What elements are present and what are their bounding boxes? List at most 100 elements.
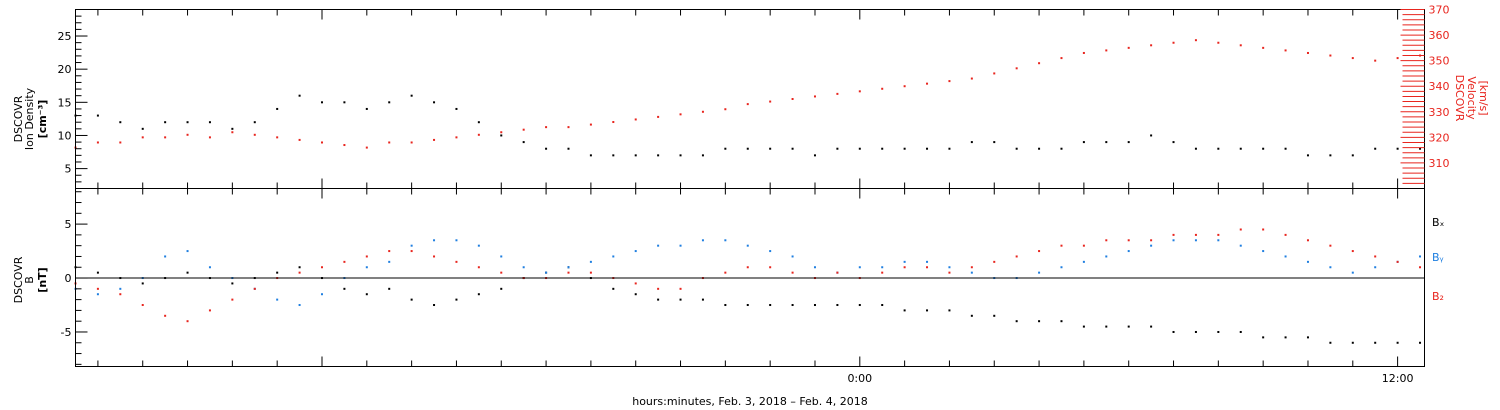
bottom-bz-point (1306, 239, 1309, 242)
top-red-point (881, 87, 884, 90)
bottom-by-point (298, 304, 301, 307)
bottom-bx-point (724, 304, 727, 307)
top-red-point (993, 72, 996, 75)
bottom-by-point (903, 260, 906, 263)
top-black-point (903, 147, 906, 150)
top-black-point (948, 147, 951, 150)
top-black-point (769, 147, 772, 150)
bottom-by-point (500, 255, 503, 258)
bottom-bx-point (1194, 330, 1197, 333)
bottom-bx-point (1105, 325, 1108, 328)
top-red-point (813, 95, 816, 98)
bottom-by-point (455, 239, 458, 242)
top-red-point (791, 98, 794, 100)
bottom-bz-point (1419, 266, 1422, 269)
bottom-bz-point (1374, 255, 1377, 258)
top-right-tick-label: 350 (1429, 55, 1450, 68)
top-red-point (1082, 51, 1085, 54)
bottom-bx-point (926, 309, 929, 312)
bottom-bx-point (1127, 325, 1130, 328)
bottom-bz-point (634, 282, 637, 285)
bottom-by-point (433, 239, 436, 242)
bottom-by-point (365, 266, 368, 269)
top-red-point (1127, 46, 1130, 49)
bottom-by-point (769, 250, 772, 253)
bottom-bx-point (1150, 325, 1153, 328)
bottom-by-point (657, 244, 660, 247)
top-black-point (926, 147, 929, 150)
top-black-point (1060, 147, 1063, 150)
bottom-by-point (1150, 244, 1153, 247)
bottom-left-ylabel-line1: DSCOVR (12, 256, 25, 303)
bottom-bz-point (320, 266, 323, 269)
bottom-bx-point (455, 298, 458, 301)
bottom-bz-point (1082, 244, 1085, 247)
bottom-bz-point (1351, 250, 1354, 253)
bottom-bz-point (410, 250, 413, 253)
top-black-point (881, 147, 884, 150)
bottom-by-point (567, 266, 570, 269)
bottom-bx-point (1284, 336, 1287, 339)
top-left-tick-label: 5 (65, 163, 72, 176)
top-black-point (522, 141, 525, 144)
bottom-left-tick-label: 0 (65, 272, 72, 285)
top-left-tick-label: 15 (58, 96, 72, 109)
bottom-bz-point (141, 304, 144, 307)
top-black-point (612, 154, 615, 157)
bottom-bx-point (477, 293, 480, 296)
bottom-bz-point (948, 271, 951, 274)
top-right-tick-label: 320 (1429, 131, 1450, 144)
bottom-bx-point (365, 293, 368, 296)
bottom-by-point (1105, 255, 1108, 258)
bottom-by-point (634, 250, 637, 253)
bottom-left-tick-label: 5 (65, 218, 72, 231)
top-red-point (231, 131, 234, 134)
top-red-point (1239, 44, 1242, 47)
bottom-bz-point (96, 287, 99, 290)
top-red-point (253, 133, 256, 136)
top-left-ylabel-line1: DSCOVR (12, 95, 25, 142)
top-red-point (903, 85, 906, 88)
bottom-bx-point (186, 271, 189, 274)
top-red-point (634, 118, 637, 121)
bottom-bz-point (567, 271, 570, 274)
bottom-by-point (96, 293, 99, 296)
bottom-plot-area (74, 228, 1422, 344)
bottom-by-point (724, 239, 727, 242)
top-black-point (119, 121, 122, 124)
bottom-bx-point (1374, 341, 1377, 344)
bottom-by-point (612, 255, 615, 258)
bottom-bz-point (1127, 239, 1130, 242)
bottom-by-point (1194, 239, 1197, 242)
bottom-by-point (1239, 244, 1242, 247)
top-black-point (500, 134, 503, 137)
bottom-left-ylabel-line2: B (23, 276, 36, 284)
bottom-bx-point (1329, 341, 1332, 344)
bottom-bx-point (1306, 336, 1309, 339)
bottom-bz-point (388, 250, 391, 253)
bottom-by-point (1060, 266, 1063, 269)
top-red-point (455, 136, 458, 139)
bottom-by-point (1172, 239, 1175, 242)
top-black-point (477, 121, 480, 124)
bottom-bx-point (657, 298, 660, 301)
top-red-point (1351, 57, 1354, 60)
top-black-point (567, 147, 570, 150)
top-black-point (365, 107, 368, 110)
bottom-by-point (1082, 260, 1085, 263)
bottom-by-point (410, 244, 413, 247)
top-right-tick-label: 330 (1429, 106, 1450, 119)
bottom-bx-point (948, 309, 951, 312)
top-red-point (433, 138, 436, 141)
bottom-bx-point (612, 287, 615, 290)
top-red-point (1038, 62, 1041, 65)
top-black-point (1038, 147, 1041, 150)
bottom-by-point (164, 255, 167, 258)
top-red-point (320, 141, 323, 144)
top-black-point (1015, 147, 1018, 150)
bottom-bx-point (1038, 320, 1041, 323)
bottom-by-point (881, 266, 884, 269)
bottom-by-point (926, 260, 929, 263)
top-black-point (1329, 154, 1332, 157)
bottom-bz-point (769, 266, 772, 269)
